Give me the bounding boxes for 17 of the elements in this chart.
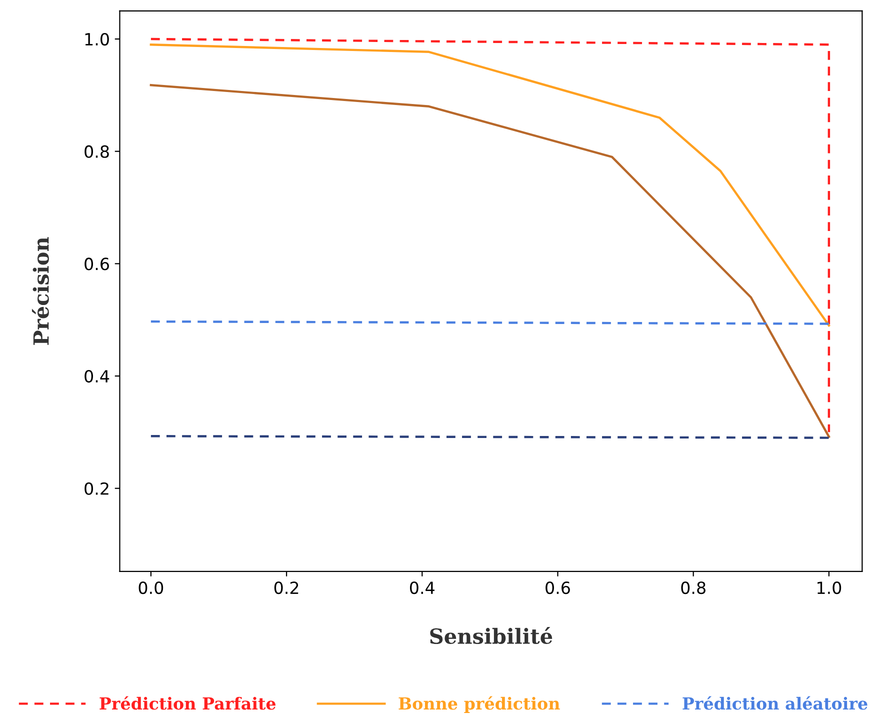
x-tick-label: 0.2 — [274, 581, 298, 594]
y-tick-label: 1.0 — [85, 32, 109, 46]
y-tick-label: 0.8 — [84, 145, 109, 158]
x-tick-label: 0.6 — [546, 581, 570, 594]
line-series — [150, 44, 830, 327]
x-tick-label: 1.0 — [818, 581, 842, 594]
y-tick-label: 0.6 — [84, 258, 109, 270]
y-tick-label: 0.4 — [84, 370, 110, 383]
legend-label: Bonne prédiction — [398, 696, 560, 713]
x-tick-label: 0.0 — [138, 581, 164, 594]
legend-label: Prédiction Parfaite — [100, 696, 276, 710]
x-tick-label: 0.4 — [410, 581, 434, 594]
x-axis-title: Sensibilité — [430, 627, 552, 644]
x-tick-label: 0.8 — [681, 581, 706, 594]
y-axis-title: Précision — [32, 237, 49, 345]
legend-label: Prédiction aléatoire — [682, 696, 868, 710]
y-tick-label: 0.2 — [84, 482, 108, 495]
